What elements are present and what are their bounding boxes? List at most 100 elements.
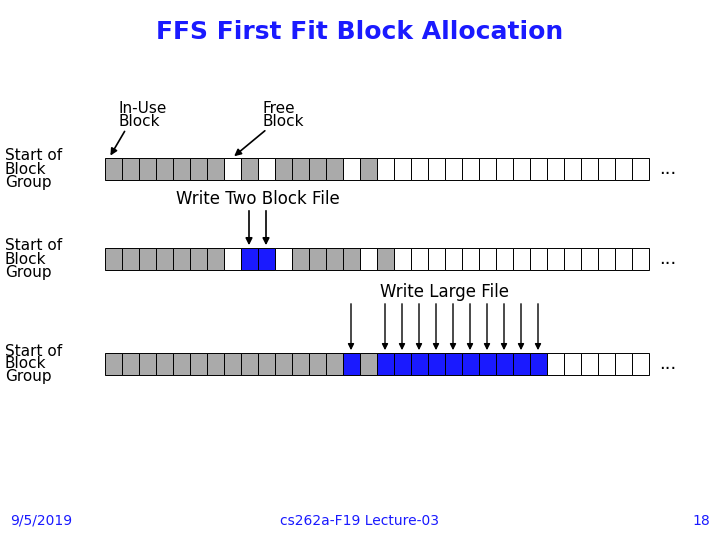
Bar <box>105 353 122 375</box>
Bar <box>309 158 326 180</box>
Bar <box>598 353 615 375</box>
Bar <box>309 353 326 375</box>
Bar <box>173 248 190 270</box>
Bar <box>139 248 156 270</box>
Bar <box>224 248 241 270</box>
Text: Start of: Start of <box>5 343 62 359</box>
Bar <box>615 248 632 270</box>
Bar <box>598 248 615 270</box>
Text: Block: Block <box>5 356 47 372</box>
Bar <box>479 158 496 180</box>
Bar <box>564 248 581 270</box>
Bar <box>564 158 581 180</box>
Text: Block: Block <box>118 114 160 129</box>
Bar <box>547 248 564 270</box>
Bar <box>411 353 428 375</box>
Bar <box>632 248 649 270</box>
Text: Group: Group <box>5 174 52 190</box>
Bar <box>513 248 530 270</box>
Bar <box>326 248 343 270</box>
Bar <box>190 158 207 180</box>
Bar <box>615 158 632 180</box>
Bar <box>496 248 513 270</box>
Bar <box>122 248 139 270</box>
Bar <box>445 248 462 270</box>
Text: Block: Block <box>5 161 47 177</box>
Text: In-Use: In-Use <box>118 101 166 116</box>
Bar <box>207 248 224 270</box>
Bar <box>105 158 122 180</box>
Bar <box>394 158 411 180</box>
Text: Start of: Start of <box>5 148 62 164</box>
Bar <box>156 248 173 270</box>
Bar <box>224 158 241 180</box>
Bar <box>428 248 445 270</box>
Bar <box>445 353 462 375</box>
Bar <box>241 248 258 270</box>
Bar <box>275 353 292 375</box>
Bar <box>479 248 496 270</box>
Text: FFS First Fit Block Allocation: FFS First Fit Block Allocation <box>156 20 564 44</box>
Bar <box>224 353 241 375</box>
Bar <box>173 158 190 180</box>
Text: cs262a-F19 Lecture-03: cs262a-F19 Lecture-03 <box>281 514 439 528</box>
Bar <box>173 353 190 375</box>
Bar <box>632 353 649 375</box>
Bar <box>462 353 479 375</box>
Bar <box>156 158 173 180</box>
Bar <box>122 353 139 375</box>
Bar <box>258 353 275 375</box>
Bar <box>156 353 173 375</box>
Bar <box>581 353 598 375</box>
Bar <box>411 248 428 270</box>
Bar <box>343 248 360 270</box>
Bar <box>428 353 445 375</box>
Bar <box>360 248 377 270</box>
Text: ...: ... <box>659 355 676 373</box>
Bar <box>360 353 377 375</box>
Bar <box>292 158 309 180</box>
Bar <box>241 353 258 375</box>
Bar <box>581 248 598 270</box>
Bar <box>309 248 326 270</box>
Text: Start of: Start of <box>5 239 62 253</box>
Text: Write Large File: Write Large File <box>380 283 509 301</box>
Bar <box>275 248 292 270</box>
Text: ...: ... <box>659 250 676 268</box>
Bar <box>428 158 445 180</box>
Bar <box>479 353 496 375</box>
Text: ...: ... <box>659 160 676 178</box>
Bar <box>462 158 479 180</box>
Bar <box>292 353 309 375</box>
Text: Block: Block <box>262 114 304 129</box>
Bar <box>547 353 564 375</box>
Text: Group: Group <box>5 369 52 384</box>
Bar <box>343 158 360 180</box>
Text: 18: 18 <box>692 514 710 528</box>
Bar <box>292 248 309 270</box>
Bar <box>360 158 377 180</box>
Bar <box>445 158 462 180</box>
Bar <box>343 353 360 375</box>
Bar <box>530 353 547 375</box>
Bar <box>513 158 530 180</box>
Bar <box>530 158 547 180</box>
Bar <box>513 353 530 375</box>
Bar <box>598 158 615 180</box>
Bar <box>326 353 343 375</box>
Bar <box>258 158 275 180</box>
Bar <box>241 158 258 180</box>
Bar <box>564 353 581 375</box>
Bar <box>581 158 598 180</box>
Bar <box>190 248 207 270</box>
Text: Write Two Block File: Write Two Block File <box>176 190 339 208</box>
Bar <box>377 248 394 270</box>
Bar <box>207 353 224 375</box>
Bar <box>615 353 632 375</box>
Bar <box>411 158 428 180</box>
Bar <box>530 248 547 270</box>
Bar <box>326 158 343 180</box>
Text: Group: Group <box>5 265 52 280</box>
Bar <box>496 353 513 375</box>
Bar <box>394 353 411 375</box>
